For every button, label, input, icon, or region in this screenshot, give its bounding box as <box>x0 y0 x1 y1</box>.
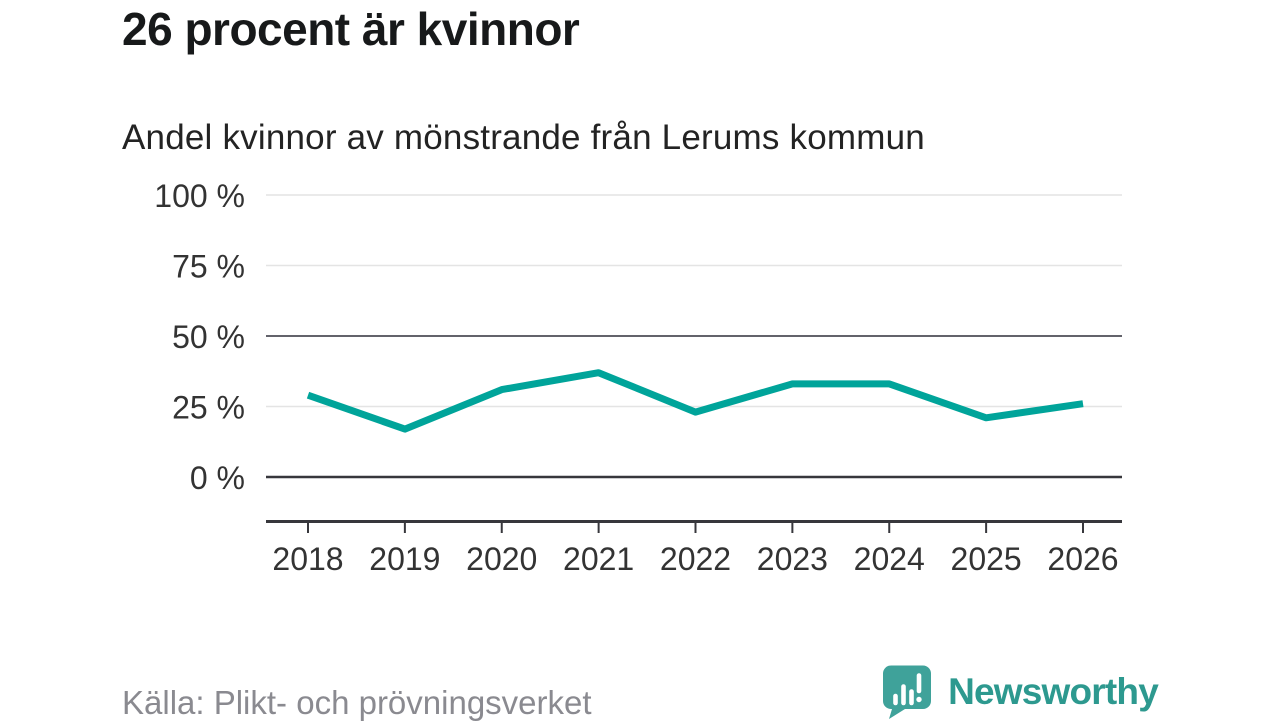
x-axis-label-2019: 2019 <box>369 541 440 577</box>
x-axis-label-2022: 2022 <box>660 541 731 577</box>
y-axis-label-0: 0 % <box>190 460 245 496</box>
x-axis-label-2023: 2023 <box>757 541 828 577</box>
y-axis-label-50: 50 % <box>172 319 245 355</box>
chart-title: 26 procent är kvinnor <box>122 3 580 55</box>
bar-chart-glyph <box>893 672 922 705</box>
exclamation-dot <box>916 696 922 702</box>
newsworthy-logo-icon <box>883 665 932 719</box>
y-axis-label-25: 25 % <box>172 390 245 426</box>
brand-wordmark: Newsworthy <box>948 671 1159 712</box>
x-axis-label-2026: 2026 <box>1047 541 1118 577</box>
x-axis-label-2024: 2024 <box>854 541 925 577</box>
x-axis-label-2020: 2020 <box>466 541 537 577</box>
chart-subtitle: Andel kvinnor av mönstrande från Lerums … <box>122 118 925 157</box>
source-note: Källa: Plikt- och prövningsverket <box>122 684 592 721</box>
y-axis-label-75: 75 % <box>172 249 245 285</box>
brand-logo: Newsworthy <box>882 664 1159 720</box>
x-axis-label-2025: 2025 <box>951 541 1022 577</box>
x-axis-label-2021: 2021 <box>563 541 634 577</box>
x-axis-label-2018: 2018 <box>272 541 343 577</box>
data-series-line <box>306 369 1084 433</box>
y-axis-label-100: 100 % <box>154 178 245 214</box>
speech-bubble-shape <box>883 665 932 719</box>
